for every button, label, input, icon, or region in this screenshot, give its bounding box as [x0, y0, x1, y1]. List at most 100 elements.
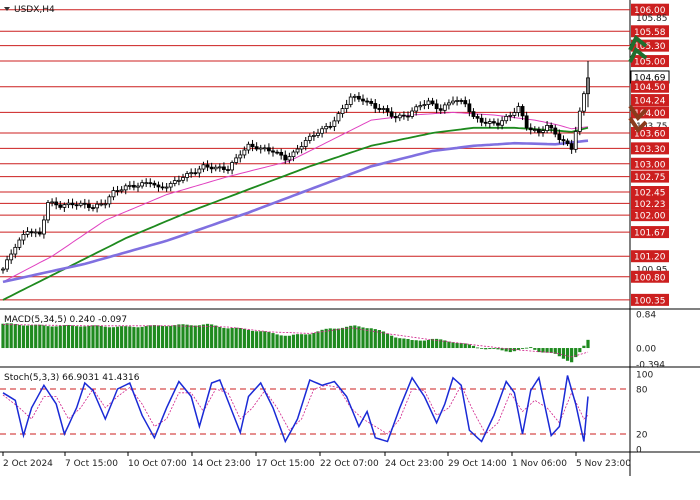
candle-body	[70, 202, 75, 206]
candle-body	[262, 147, 267, 150]
candle-body	[50, 201, 54, 204]
macd-bar	[230, 327, 234, 349]
price-tick-label: 105.30	[634, 42, 666, 52]
candle-body	[181, 177, 185, 181]
macd-bar	[79, 326, 83, 349]
candle-body	[577, 110, 582, 132]
price-tick-label: 100.95	[636, 266, 668, 276]
candle-body	[426, 100, 431, 105]
macd-bar	[214, 325, 218, 349]
candle-body	[545, 124, 549, 132]
candle-body	[344, 104, 349, 109]
macd-bar	[115, 326, 120, 349]
macd-bar	[418, 340, 422, 349]
candle-body	[422, 104, 427, 106]
candle-body	[307, 135, 312, 141]
macd-bar	[443, 340, 447, 349]
candle-body	[389, 111, 394, 117]
price-tick-label: 103.60	[634, 129, 666, 139]
candle-body	[471, 111, 476, 117]
macd-bar	[181, 324, 185, 349]
stoch-tick-label: 80	[636, 386, 648, 396]
level-price-box	[631, 55, 669, 68]
macd-bar	[111, 327, 116, 349]
price-tick-label: 103.75	[636, 122, 668, 132]
candle-body	[164, 186, 169, 189]
macd-bar	[222, 327, 226, 349]
candle-body	[414, 106, 419, 112]
macd-bar	[136, 327, 140, 349]
candle-body	[447, 102, 451, 106]
macd-bar	[9, 323, 13, 349]
stoch-tick-label: 20	[636, 431, 648, 441]
macd-signal-line	[2, 324, 589, 358]
candle-body	[528, 127, 533, 131]
macd-bar	[561, 348, 566, 359]
candle-body	[430, 100, 435, 105]
candle-body	[17, 239, 22, 248]
price-tick-label: 103.00	[634, 160, 666, 170]
candle-body	[74, 204, 79, 207]
price-tick-label: 104.50	[634, 83, 666, 93]
macd-bar	[459, 343, 463, 349]
price-tick-label: 101.20	[634, 253, 666, 263]
candle-body	[242, 149, 247, 156]
price-tick-label: 104.00	[634, 109, 666, 119]
macd-bar	[308, 334, 312, 349]
macd-bar	[91, 325, 95, 349]
candle-body	[504, 115, 509, 122]
candle-body	[332, 120, 337, 127]
candle-body	[25, 231, 30, 235]
macd-bar	[271, 333, 275, 349]
macd-bar	[152, 325, 156, 349]
candle-body	[33, 231, 38, 234]
candle-body	[144, 182, 149, 185]
macd-bar	[255, 331, 259, 349]
macd-bar	[312, 333, 316, 349]
candle-body	[21, 234, 26, 241]
macd-bar	[62, 325, 66, 349]
candle-body	[205, 164, 210, 168]
macd-bar	[75, 326, 79, 349]
candle-body	[549, 124, 554, 129]
candle-body	[557, 133, 562, 140]
candle-body	[402, 114, 406, 117]
candle-body	[565, 140, 570, 145]
macd-bar	[267, 331, 271, 349]
macd-bar	[218, 326, 222, 349]
macd-histogram	[1, 323, 590, 363]
stoch-k-line	[2, 375, 589, 444]
level-price-box	[631, 197, 669, 210]
candle-body	[160, 186, 165, 189]
candle-body	[373, 103, 378, 109]
macd-bar	[373, 329, 377, 349]
macd-bar	[553, 348, 557, 354]
macd-bar	[422, 340, 426, 349]
symbol-dropdown-icon[interactable]	[4, 7, 10, 11]
macd-bar	[177, 324, 181, 349]
stochastic-title: Stoch(5,3,3) 66.9031 41.4316	[4, 373, 140, 383]
macd-bar	[120, 326, 124, 349]
candle-body	[238, 154, 243, 159]
candle-body	[66, 202, 71, 206]
macd-bar	[259, 331, 263, 349]
price-tick-label: 105.00	[634, 58, 666, 68]
candle-body	[287, 156, 292, 161]
candle-body	[316, 132, 320, 136]
candle-body	[13, 246, 18, 255]
time-tick-label: 17 Oct 15:00	[256, 459, 315, 469]
candle-body	[82, 202, 87, 205]
price-tick-label: 103.30	[634, 145, 666, 155]
candle-body	[201, 164, 206, 170]
macd-bar	[83, 326, 87, 349]
candle-body	[418, 105, 423, 108]
candle-body	[271, 150, 275, 153]
level-price-box	[631, 209, 669, 222]
macd-bar	[578, 348, 582, 353]
candle-body	[541, 130, 545, 133]
candle-body	[5, 259, 9, 270]
macd-bar	[582, 345, 586, 349]
candle-body	[213, 166, 218, 170]
candle-body	[91, 207, 95, 209]
